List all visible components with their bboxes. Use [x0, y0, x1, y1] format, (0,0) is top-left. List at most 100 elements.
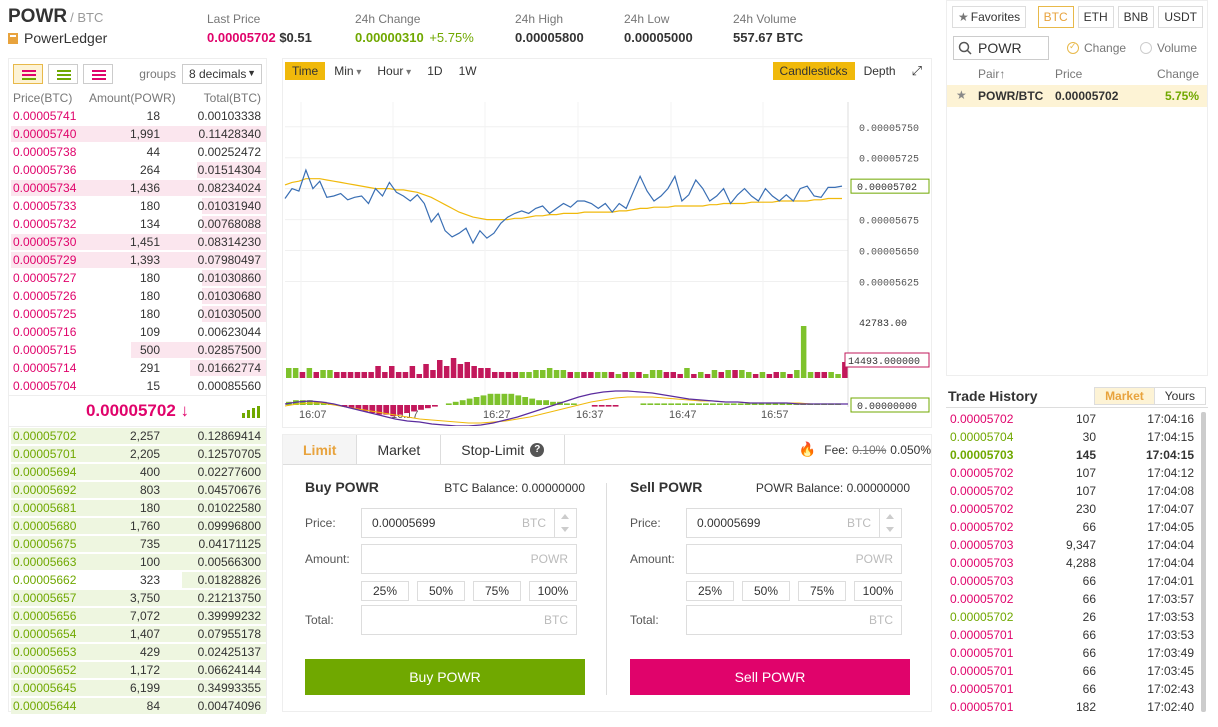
col-pair-sort[interactable]: Pair↑ [978, 67, 1005, 81]
ask-row[interactable]: 0.00005716 109 0.00623044 [9, 323, 266, 341]
coin-name-text: PowerLedger [24, 30, 108, 46]
ask-row[interactable]: 0.00005726 180 0.01030680 [9, 287, 266, 305]
price-stepper[interactable] [879, 509, 901, 537]
ask-row[interactable]: 0.00005733 180 0.01031940 [9, 197, 266, 215]
bid-row[interactable]: 0.00005675 735 0.04171125 [9, 535, 266, 553]
candlesticks-button[interactable]: Candlesticks [772, 62, 855, 80]
radio-change[interactable]: Change [1067, 41, 1126, 55]
bid-row[interactable]: 0.00005645 6,199 0.34993355 [9, 679, 266, 697]
bid-row[interactable]: 0.00005692 803 0.04570676 [9, 481, 266, 499]
ask-row[interactable]: 0.00005725 180 0.01030500 [9, 305, 266, 323]
ask-row[interactable]: 0.00005714 291 0.01662774 [9, 359, 266, 377]
ask-row[interactable]: 0.00005736 264 0.01514304 [9, 161, 266, 179]
market-btc-tab[interactable]: BTC [1037, 6, 1074, 28]
bid-row[interactable]: 0.00005657 3,750 0.21213750 [9, 589, 266, 607]
trade-price: 0.00005701 [950, 682, 1014, 696]
chart-time-button[interactable]: Time [285, 62, 326, 80]
tab-market-trades[interactable]: Market [1095, 387, 1154, 404]
buy-pct-25[interactable]: 25% [361, 581, 409, 601]
flame-icon: 🔥 [798, 441, 817, 457]
tab-your-trades[interactable]: Yours [1153, 387, 1205, 404]
buy-total-input[interactable]: BTC [361, 605, 577, 635]
chart-hour-dropdown[interactable]: Hour [370, 62, 418, 80]
view-both-button[interactable] [13, 64, 43, 84]
favorites-button[interactable]: ★ Favorites [952, 6, 1027, 28]
bid-row[interactable]: 0.00005701 2,205 0.12570705 [9, 445, 266, 463]
bid-row[interactable]: 0.00005654 1,407 0.07955178 [9, 625, 266, 643]
order-total: 0.08234024 [197, 181, 261, 195]
market-eth-tab[interactable]: ETH [1077, 6, 1114, 28]
bid-row[interactable]: 0.00005662 323 0.01828826 [9, 571, 266, 589]
sell-pct-50[interactable]: 50% [742, 581, 790, 601]
chart-1w-button[interactable]: 1W [458, 64, 477, 78]
chart-canvas[interactable]: 0.000057500.000057250.000057000.00005675… [283, 82, 931, 427]
col-price-label[interactable]: Price [1055, 67, 1083, 81]
trade-amount: 107 [1075, 466, 1096, 480]
bid-row[interactable]: 0.00005680 1,760 0.09996800 [9, 517, 266, 535]
tab-market[interactable]: Market [357, 435, 442, 464]
buy-pct-100[interactable]: 100% [529, 581, 577, 601]
ask-row[interactable]: 0.00005730 1,451 0.08314230 [9, 233, 266, 251]
ask-row[interactable]: 0.00005738 44 0.00252472 [9, 143, 266, 161]
buy-price-input[interactable]: 0.00005699 BTC [361, 508, 577, 538]
col-change-label[interactable]: Change [1156, 67, 1199, 81]
ask-row[interactable]: 0.00005729 1,393 0.07980497 [9, 251, 266, 269]
macd-bar [765, 403, 772, 405]
coin-name[interactable]: PowerLedger [8, 30, 107, 46]
bid-row[interactable]: 0.00005702 2,257 0.12869414 [9, 427, 266, 445]
chart-min-dropdown[interactable]: Min [327, 62, 368, 80]
ask-row[interactable]: 0.00005734 1,436 0.08234024 [9, 179, 266, 197]
volume-bar [725, 370, 731, 378]
star-icon[interactable]: ★ [956, 88, 967, 102]
pair-name: POWR/BTC [978, 89, 1044, 103]
sell-total-input[interactable]: BTC [686, 605, 902, 635]
sell-pct-75[interactable]: 75% [798, 581, 846, 601]
order-total: 0.21213750 [197, 591, 261, 605]
bid-row[interactable]: 0.00005653 429 0.02425137 [9, 643, 266, 661]
bid-row[interactable]: 0.00005663 100 0.00566300 [9, 553, 266, 571]
buy-pct-75[interactable]: 75% [473, 581, 521, 601]
pair-search-input[interactable]: POWR [953, 36, 1049, 60]
bid-row[interactable]: 0.00005681 180 0.01022580 [9, 499, 266, 517]
sell-amount-input[interactable]: POWR [686, 544, 902, 574]
bid-row[interactable]: 0.00005656 7,072 0.39999232 [9, 607, 266, 625]
scrollbar[interactable] [1201, 412, 1206, 712]
depth-button[interactable]: Depth [863, 64, 896, 78]
sell-pct-100[interactable]: 100% [854, 581, 902, 601]
sell-button[interactable]: Sell POWR [630, 659, 910, 695]
buy-pct-50[interactable]: 50% [417, 581, 465, 601]
order-amount: 803 [139, 483, 160, 497]
macd-bar [341, 405, 348, 407]
pair-row-powr-btc[interactable]: ★ POWR/BTC 0.00005702 5.75% [947, 85, 1207, 107]
help-icon[interactable]: ? [530, 442, 545, 457]
sell-price-input[interactable]: 0.00005699 BTC [686, 508, 902, 538]
tab-stop-limit[interactable]: Stop-Limit? [441, 435, 566, 464]
radio-volume[interactable]: Volume [1140, 41, 1197, 55]
market-usdt-tab[interactable]: USDT [1158, 6, 1203, 28]
bid-row[interactable]: 0.00005644 84 0.00474096 [9, 697, 266, 715]
ask-row[interactable]: 0.00005732 134 0.00768088 [9, 215, 266, 233]
ask-row[interactable]: 0.00005715 500 0.02857500 [9, 341, 266, 359]
price-stepper[interactable] [554, 509, 576, 537]
buy-button[interactable]: Buy POWR [305, 659, 585, 695]
order-price: 0.00005645 [13, 681, 77, 695]
ask-row[interactable]: 0.00005704 15 0.00085560 [9, 377, 266, 395]
view-asks-button[interactable] [83, 64, 113, 84]
groups-select[interactable]: 8 decimals [182, 64, 262, 84]
order-amount: 84 [146, 699, 160, 713]
ask-row[interactable]: 0.00005740 1,991 0.11428340 [9, 125, 266, 143]
tab-limit[interactable]: Limit [283, 435, 358, 464]
market-bnb-tab[interactable]: BNB [1117, 6, 1155, 28]
depth-bar [189, 360, 266, 376]
buy-amount-input[interactable]: POWR [361, 544, 577, 574]
stat-24h-high: 24h High 0.00005800 [515, 12, 584, 45]
bid-row[interactable]: 0.00005652 1,172 0.06624144 [9, 661, 266, 679]
bid-row[interactable]: 0.00005694 400 0.02277600 [9, 463, 266, 481]
view-bids-button[interactable] [48, 64, 78, 84]
fullscreen-icon[interactable]: ⤢ [911, 63, 922, 78]
sell-pct-25[interactable]: 25% [686, 581, 734, 601]
ask-row[interactable]: 0.00005727 180 0.01030860 [9, 269, 266, 287]
ask-row[interactable]: 0.00005741 18 0.00103338 [9, 107, 266, 125]
star-icon: ★ [958, 10, 969, 24]
chart-1d-button[interactable]: 1D [427, 64, 443, 78]
